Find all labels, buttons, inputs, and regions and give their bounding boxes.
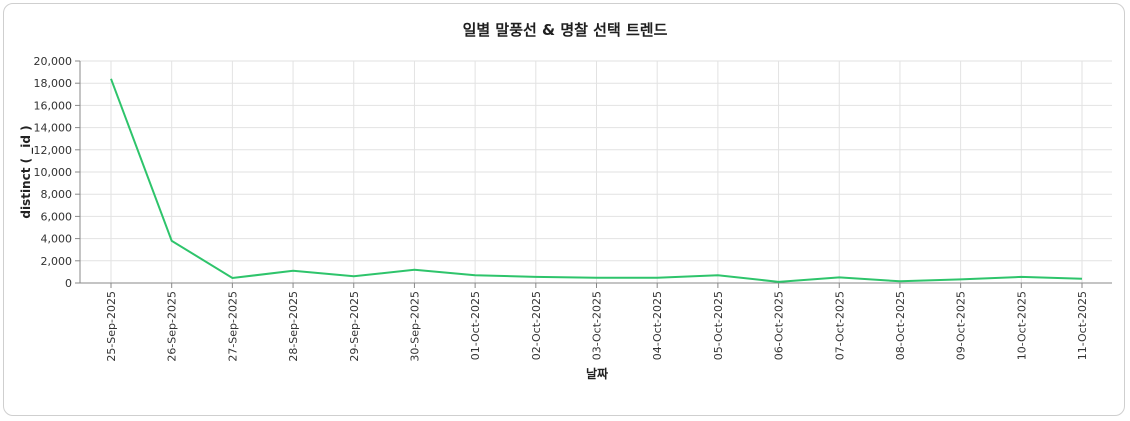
x-tick-label: 10-Oct-2025 (1015, 291, 1028, 360)
y-tick-label: 0 (65, 277, 72, 290)
data-point[interactable] (776, 279, 781, 284)
y-tick-label: 14,000 (34, 122, 73, 135)
data-point[interactable] (897, 279, 902, 284)
x-axis-title: 날짜 (586, 366, 608, 381)
series-line (110, 78, 1083, 283)
data-point[interactable] (291, 268, 296, 273)
data-point[interactable] (109, 76, 114, 81)
y-tick-label: 16,000 (34, 99, 73, 112)
y-tick-label: 12,000 (34, 144, 73, 157)
data-point[interactable] (715, 273, 720, 278)
data-point[interactable] (412, 267, 417, 272)
data-point[interactable] (655, 275, 660, 280)
data-point[interactable] (958, 277, 963, 282)
x-tick-label: 30-Sep-2025 (408, 291, 421, 362)
data-point[interactable] (1080, 276, 1085, 281)
x-tick-label: 05-Oct-2025 (712, 291, 725, 360)
data-point[interactable] (837, 275, 842, 280)
x-tick-label: 11-Oct-2025 (1076, 291, 1089, 360)
data-point[interactable] (230, 276, 235, 281)
data-point[interactable] (1019, 274, 1024, 279)
y-tick-label: 6,000 (41, 210, 73, 223)
grid (80, 60, 1112, 284)
x-tick-label: 01-Oct-2025 (469, 291, 482, 360)
y-tick-label: 18,000 (34, 77, 73, 90)
data-point[interactable] (169, 238, 174, 243)
y-axis-title: distinct ( _id ) (19, 125, 34, 218)
chart-title: 일별 말풍선 & 명찰 선택 트렌드 (463, 21, 668, 39)
x-tick-label: 06-Oct-2025 (773, 291, 786, 360)
x-tick-label: 09-Oct-2025 (955, 291, 968, 360)
y-tick-label: 20,000 (34, 55, 73, 68)
x-tick-label: 03-Oct-2025 (591, 291, 604, 360)
x-tick-label: 25-Sep-2025 (105, 291, 118, 362)
data-point[interactable] (351, 274, 356, 279)
y-axis-ticks: 0 2,000 4,000 6,000 8,000 10,000 12,000 14,000 1… (34, 55, 80, 290)
data-point[interactable] (533, 274, 538, 279)
chart-card (3, 3, 1125, 416)
y-tick-label: 4,000 (41, 233, 73, 246)
y-tick-label: 2,000 (41, 255, 73, 268)
x-tick-label: 02-Oct-2025 (530, 291, 543, 360)
x-tick-label: 07-Oct-2025 (833, 291, 846, 360)
x-tick-label: 27-Sep-2025 (226, 291, 239, 362)
y-tick-label: 10,000 (34, 166, 73, 179)
x-axis-ticks: 25-Sep-2025 26-Sep-2025 27-Sep-2025 28-Sep-… (105, 283, 1089, 362)
y-tick-label: 8,000 (41, 188, 73, 201)
x-tick-label: 29-Sep-2025 (348, 291, 361, 362)
data-point[interactable] (594, 275, 599, 280)
x-tick-label: 28-Sep-2025 (287, 291, 300, 362)
series-layer (109, 76, 1085, 284)
x-tick-label: 26-Sep-2025 (166, 291, 179, 362)
x-tick-label: 04-Oct-2025 (651, 291, 664, 360)
data-point[interactable] (473, 273, 478, 278)
x-tick-label: 08-Oct-2025 (894, 291, 907, 360)
